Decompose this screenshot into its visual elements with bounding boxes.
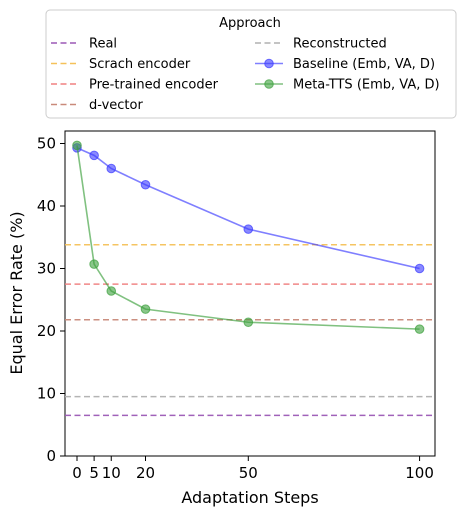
y-tick-label: 20 (37, 322, 56, 340)
y-tick-label: 40 (37, 197, 56, 215)
data-point-baseline-emb-va-d (414, 263, 425, 274)
legend-title: Approach (219, 16, 281, 31)
x-tick-label: 50 (239, 464, 258, 482)
data-point-meta-tts-emb-va-d (89, 259, 99, 269)
legend-label-real: Real (89, 37, 117, 52)
legend-label-meta-tts-emb-va-d: Meta-TTS (Emb, VA, D) (293, 78, 440, 93)
y-tick-label: 10 (37, 385, 56, 403)
data-point-meta-tts-emb-va-d (140, 304, 151, 314)
y-axis-title: Equal Error Rate (%) (7, 211, 26, 374)
legend-label-pre-trained-encoder: Pre-trained encoder (89, 78, 219, 93)
data-point-baseline-emb-va-d (140, 179, 151, 190)
legend-label-d-vector: d-vector (89, 98, 143, 113)
x-tick-label: 5 (89, 464, 99, 482)
legend: Approach Real Scrach encoder Pre-trained e… (45, 9, 457, 119)
legend-label-reconstructed: Reconstructed (293, 37, 387, 52)
legend-entries: Real Scrach encoder Pre-trained encoder d-v… (51, 37, 440, 113)
legend-label-baseline-emb-va-d: Baseline (Emb, VA, D) (293, 57, 435, 72)
x-tick-label: 10 (102, 464, 121, 482)
data-point-meta-tts-emb-va-d (414, 324, 425, 334)
legend-frame (45, 9, 457, 119)
legend-marker-baseline-emb-va-d (264, 58, 274, 69)
data-point-baseline-emb-va-d (106, 163, 117, 174)
data-point-baseline-emb-va-d (243, 224, 254, 234)
data-point-baseline-emb-va-d (89, 150, 99, 161)
series-lines (72, 140, 425, 334)
x-tick-label: 20 (136, 464, 155, 482)
y-tick-label: 0 (46, 447, 56, 465)
legend-marker-meta-tts-emb-va-d (264, 79, 274, 89)
y-tick-label: 30 (37, 260, 56, 278)
series-line-meta-tts-emb-va-d (76, 145, 420, 330)
legend-label-scrach-encoder: Scrach encoder (89, 57, 191, 72)
x-axis-title: Adaptation Steps (181, 488, 318, 507)
x-tick-label: 0 (72, 464, 82, 482)
y-tick-label: 50 (37, 135, 56, 153)
data-point-meta-tts-emb-va-d (243, 317, 254, 328)
data-point-meta-tts-emb-va-d (106, 286, 117, 296)
plot-frame (64, 130, 436, 457)
x-axis-ticks: 0 5 10 20 50 100 (72, 456, 434, 482)
y-axis-ticks: 0 10 20 30 40 50 (37, 135, 65, 465)
data-point-meta-tts-emb-va-d (72, 140, 82, 151)
x-tick-label: 100 (405, 464, 434, 482)
